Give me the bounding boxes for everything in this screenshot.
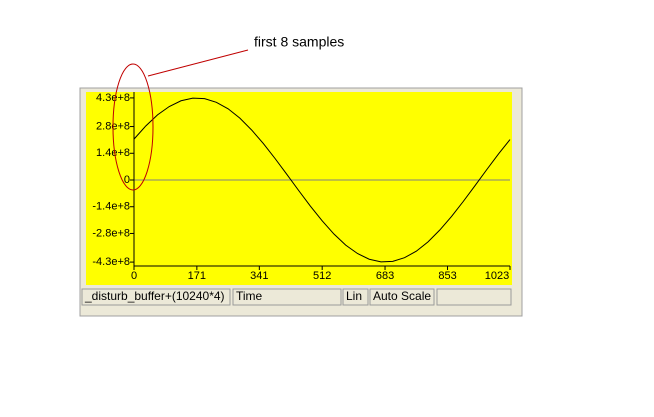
annotation-text: first 8 samples: [254, 34, 344, 50]
annotation-line: [147, 49, 249, 77]
status-field: [436, 288, 512, 306]
y-tick-label: -2.8e+8: [92, 227, 130, 239]
status-text: Auto Scale: [373, 289, 431, 303]
data-line: [133, 97, 511, 263]
status-field: [369, 288, 435, 306]
plot-background: [86, 92, 512, 285]
x-tick-label: 683: [376, 270, 394, 282]
x-tick-label: 512: [313, 270, 331, 282]
x-tick-label: 1023: [485, 270, 509, 282]
status-field: [232, 288, 342, 306]
y-tick-label: -1.4e+8: [92, 201, 130, 213]
y-tick-label: -4.3e+8: [92, 256, 130, 268]
x-tick-label: 171: [188, 270, 206, 282]
annotation-ellipse: [112, 63, 154, 191]
status-field: [81, 288, 231, 306]
x-tick-label: 0: [131, 270, 137, 282]
x-tick-label: 853: [438, 270, 456, 282]
status-text: Lin: [346, 289, 362, 303]
y-tick-label: 1.4e+8: [96, 147, 130, 159]
x-tick-label: 341: [250, 270, 268, 282]
status-text: Time: [236, 289, 263, 303]
y-tick-label: 4.3e+8: [96, 92, 130, 104]
status-field: [342, 288, 369, 306]
status-text: _disturb_buffer+(10240*4): [84, 289, 225, 303]
y-tick-label: 0: [124, 174, 130, 186]
